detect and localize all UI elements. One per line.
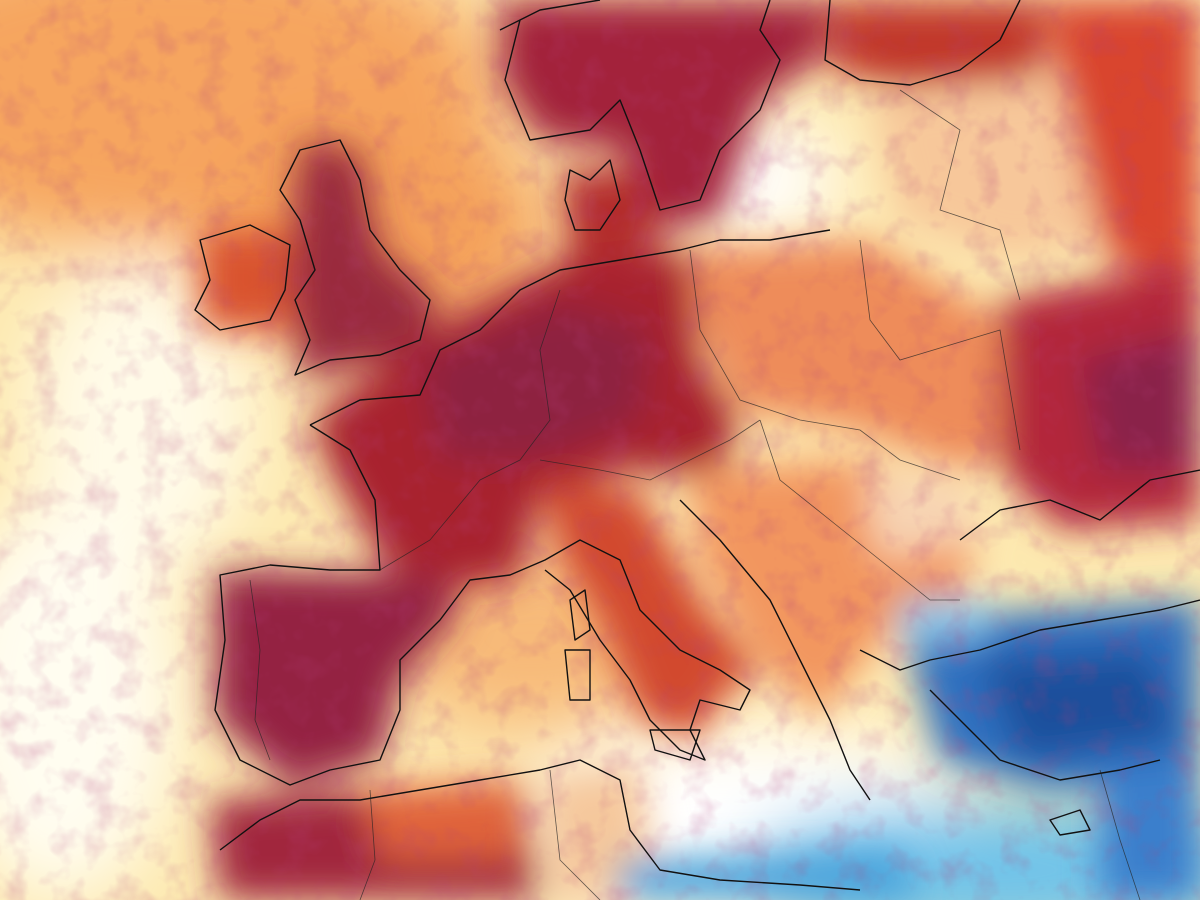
coastlines [194,0,1200,891]
borders [249,89,1141,900]
